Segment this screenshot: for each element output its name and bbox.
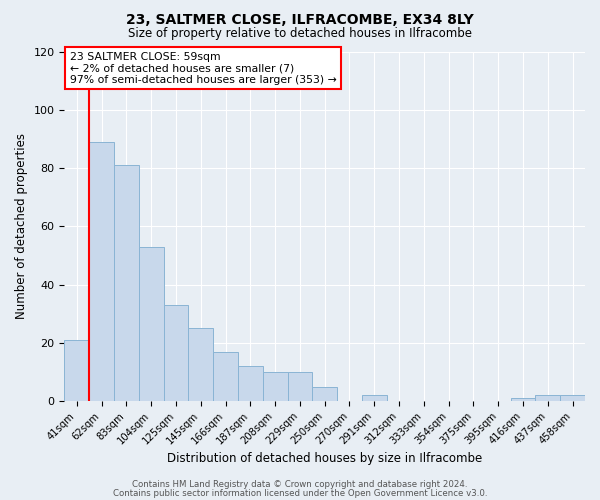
X-axis label: Distribution of detached houses by size in Ilfracombe: Distribution of detached houses by size …	[167, 452, 482, 465]
Bar	[362, 396, 386, 401]
Text: 23 SALTMER CLOSE: 59sqm
← 2% of detached houses are smaller (7)
97% of semi-deta: 23 SALTMER CLOSE: 59sqm ← 2% of detached…	[70, 52, 337, 84]
Bar	[114, 165, 139, 401]
Y-axis label: Number of detached properties: Number of detached properties	[15, 134, 28, 320]
Text: Contains HM Land Registry data © Crown copyright and database right 2024.: Contains HM Land Registry data © Crown c…	[132, 480, 468, 489]
Bar	[287, 372, 313, 401]
Text: Contains public sector information licensed under the Open Government Licence v3: Contains public sector information licen…	[113, 488, 487, 498]
Bar	[263, 372, 287, 401]
Bar	[535, 396, 560, 401]
Bar	[188, 328, 213, 401]
Bar	[313, 386, 337, 401]
Bar	[213, 352, 238, 401]
Bar	[164, 305, 188, 401]
Text: 23, SALTMER CLOSE, ILFRACOMBE, EX34 8LY: 23, SALTMER CLOSE, ILFRACOMBE, EX34 8LY	[126, 12, 474, 26]
Bar	[560, 396, 585, 401]
Text: Size of property relative to detached houses in Ilfracombe: Size of property relative to detached ho…	[128, 28, 472, 40]
Bar	[89, 142, 114, 401]
Bar	[64, 340, 89, 401]
Bar	[139, 246, 164, 401]
Bar	[511, 398, 535, 401]
Bar	[238, 366, 263, 401]
